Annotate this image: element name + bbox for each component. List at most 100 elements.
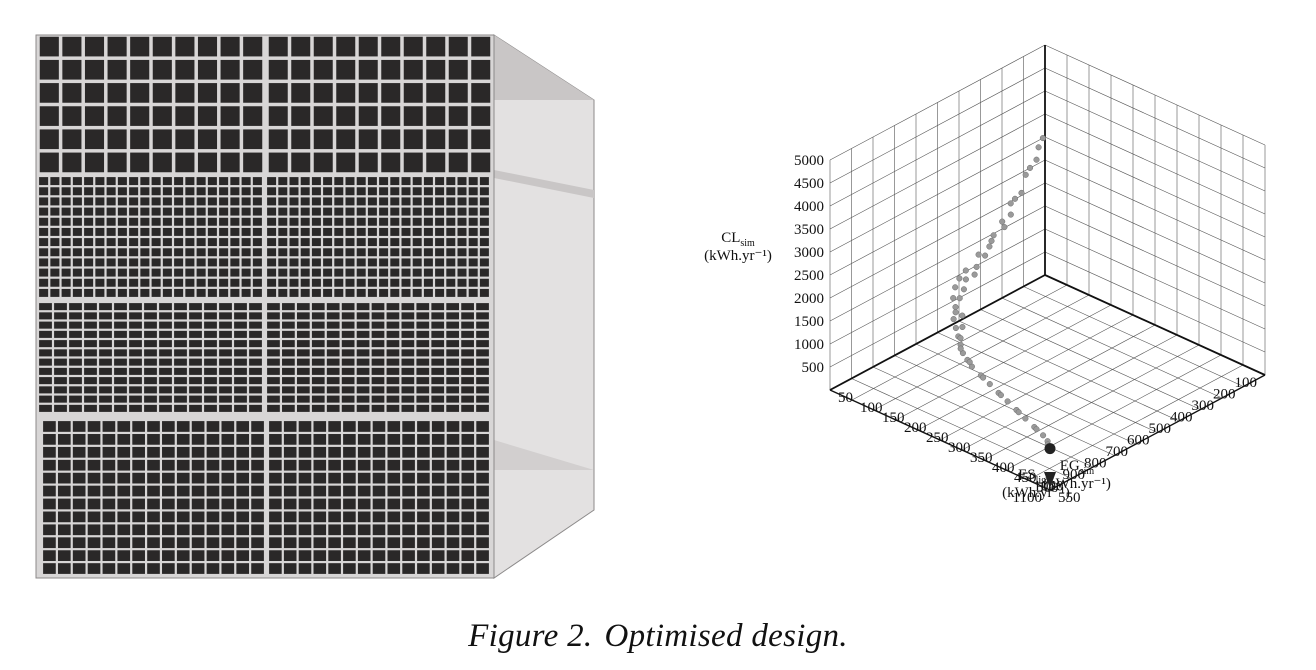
- facade-cell: [289, 217, 299, 226]
- facade-cell: [313, 446, 327, 458]
- facade-cell: [174, 358, 187, 366]
- facade-cell: [176, 498, 190, 510]
- facade-cell: [54, 349, 67, 357]
- facade-cell: [334, 217, 344, 226]
- facade-cell: [117, 288, 127, 297]
- facade-cell: [106, 288, 116, 297]
- facade-cell: [191, 550, 205, 561]
- facade-cell: [234, 312, 247, 320]
- facade-cell: [345, 248, 355, 257]
- facade-cell: [114, 404, 127, 412]
- facade-cell: [386, 340, 400, 348]
- grid-line: [829, 113, 1046, 230]
- facade-cell: [140, 197, 150, 206]
- facade-cell: [446, 434, 460, 445]
- facade-cell: [313, 550, 327, 561]
- facade-cell: [251, 498, 264, 510]
- facade-cell: [401, 187, 411, 196]
- facade-cell: [341, 377, 355, 385]
- facade-cell: [402, 459, 415, 471]
- facade-cell: [114, 395, 127, 403]
- facade-cell: [87, 434, 101, 445]
- facade-cell: [269, 550, 282, 561]
- facade-cell: [219, 248, 229, 257]
- facade-cell: [196, 227, 206, 236]
- z-tick-label: 1500: [794, 314, 824, 330]
- facade-cell: [50, 288, 60, 297]
- z-tick-label: 5000: [794, 153, 824, 169]
- facade-cell: [403, 152, 423, 173]
- facade-cell: [114, 330, 127, 338]
- facade-cell: [129, 321, 142, 329]
- facade-cell: [372, 550, 386, 561]
- facade-cell: [372, 485, 386, 497]
- facade-cell: [69, 377, 82, 385]
- facade-cell: [207, 197, 217, 206]
- facade-cell: [283, 498, 297, 510]
- facade-cell: [379, 207, 389, 216]
- facade-cell: [114, 367, 127, 375]
- facade-cell: [401, 395, 415, 403]
- facade-cell: [313, 524, 327, 536]
- facade-cell: [219, 197, 229, 206]
- facade-cell: [219, 288, 229, 297]
- facade-cell: [84, 321, 97, 329]
- facade-cell: [476, 340, 489, 348]
- floor-front-left-edge: [829, 389, 1051, 491]
- facade-cell: [367, 238, 377, 247]
- facade-cell: [431, 340, 445, 348]
- facade-cell: [207, 238, 217, 247]
- facade-cell: [476, 498, 489, 510]
- facade-cell: [185, 207, 195, 216]
- facade-cell: [174, 367, 187, 375]
- grid-line: [1044, 251, 1266, 353]
- facade-cell: [323, 207, 333, 216]
- facade-cell: [278, 187, 288, 196]
- facade-cell: [252, 248, 262, 257]
- facade-cell: [283, 446, 297, 458]
- facade-cell: [387, 472, 401, 484]
- facade-cell: [298, 550, 312, 561]
- data-point: [956, 275, 963, 282]
- grid-line: [1044, 44, 1266, 146]
- facade-cell: [114, 321, 127, 329]
- facade-cell: [87, 524, 101, 536]
- facade-cell: [343, 434, 356, 445]
- data-point: [988, 237, 995, 244]
- facade-cell: [367, 217, 377, 226]
- facade-cell: [476, 303, 489, 311]
- facade-cell: [176, 446, 190, 458]
- facade-cell: [446, 446, 460, 458]
- facade-cell: [114, 377, 127, 385]
- facade-cell: [423, 217, 433, 226]
- facade-cell: [204, 330, 217, 338]
- facade-cell: [423, 248, 433, 257]
- facade-cell: [268, 129, 288, 150]
- facade-cell: [402, 498, 415, 510]
- facade-cell: [251, 446, 264, 458]
- facade-cell: [129, 268, 139, 277]
- facade-cell: [298, 511, 312, 523]
- facade-cell: [130, 106, 150, 126]
- facade-cell: [162, 227, 172, 236]
- facade-cell: [39, 36, 59, 57]
- facade-cell: [106, 268, 116, 277]
- facade-cell: [174, 312, 187, 320]
- facade-cell: [426, 129, 446, 150]
- grid-line: [917, 314, 1134, 431]
- facade-cell: [390, 227, 400, 236]
- facade-cell: [174, 340, 187, 348]
- facade-cell: [381, 59, 401, 80]
- facade-cell: [298, 421, 312, 432]
- facade-cell: [252, 227, 262, 236]
- facade-cell: [72, 550, 86, 561]
- facade-cell: [289, 227, 299, 236]
- data-point: [971, 271, 978, 278]
- facade-cell: [402, 421, 415, 432]
- facade-cell: [381, 152, 401, 173]
- facade-cell: [174, 395, 187, 403]
- facade-cell: [174, 303, 187, 311]
- facade-cell: [129, 303, 142, 311]
- facade-cell: [461, 340, 474, 348]
- facade-cell: [390, 197, 400, 206]
